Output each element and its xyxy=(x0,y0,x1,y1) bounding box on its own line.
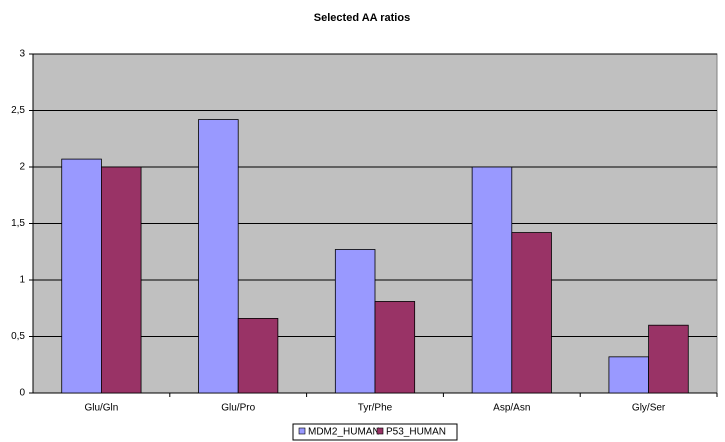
x-tick-label: Glu/Pro xyxy=(221,403,255,414)
y-tick-label: 1 xyxy=(19,275,25,286)
x-tick-label: Glu/Gln xyxy=(84,403,118,414)
y-tick-label: 2 xyxy=(19,162,25,173)
y-tick-label: 1,5 xyxy=(11,218,25,229)
bar xyxy=(648,324,689,394)
bar xyxy=(101,166,142,394)
y-tick-label: 3 xyxy=(19,49,25,60)
legend-swatch xyxy=(376,427,384,435)
bar xyxy=(608,356,649,394)
y-tick-label: 2,5 xyxy=(11,105,25,116)
legend-box xyxy=(292,423,458,441)
bar xyxy=(374,301,416,394)
bar xyxy=(334,249,376,394)
legend-swatch xyxy=(298,427,306,435)
chart-title: Selected AA ratios xyxy=(314,12,410,24)
y-tick-label: 0,5 xyxy=(11,331,25,342)
x-tick-label: Gly/Ser xyxy=(632,403,666,414)
bar xyxy=(198,119,239,394)
legend-label: MDM2_HUMAN xyxy=(308,427,380,438)
bar xyxy=(471,166,513,394)
bar xyxy=(511,232,552,394)
x-tick-label: Asp/Asn xyxy=(493,403,530,414)
bar xyxy=(61,158,102,394)
y-tick-label: 0 xyxy=(19,388,25,399)
legend-label: P53_HUMAN xyxy=(386,427,446,438)
x-tick-label: Tyr/Phe xyxy=(358,403,393,414)
bar xyxy=(237,318,279,394)
